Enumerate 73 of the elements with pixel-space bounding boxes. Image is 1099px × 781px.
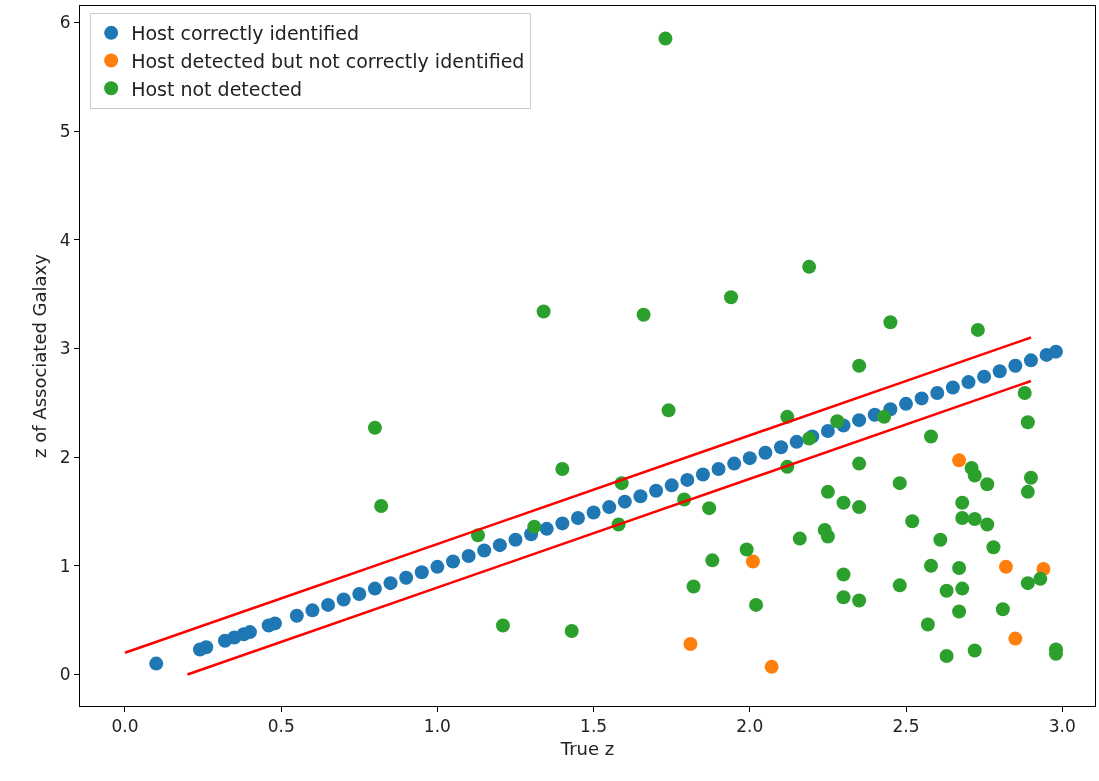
point — [998, 559, 1013, 574]
point — [199, 640, 214, 655]
point — [149, 656, 164, 671]
y-tick-label: 3 — [59, 338, 71, 359]
point — [727, 456, 742, 471]
point — [1008, 631, 1023, 646]
point — [321, 597, 336, 612]
point — [367, 581, 382, 596]
point — [570, 510, 585, 525]
legend-label: Host detected but not correctly identified — [131, 49, 525, 72]
y-tick-label: 0 — [59, 664, 71, 685]
point — [695, 467, 710, 482]
point — [1008, 358, 1023, 373]
point — [477, 543, 492, 558]
point — [414, 565, 429, 580]
point — [352, 587, 367, 602]
point — [820, 424, 835, 438]
point — [617, 494, 632, 509]
x-tick-label: 0.0 — [111, 716, 139, 737]
y-axis-title: z of Associated Galaxy — [28, 253, 50, 458]
x-tick-label: 2.0 — [736, 716, 764, 737]
point — [586, 505, 601, 520]
point — [508, 532, 523, 547]
point — [539, 521, 554, 536]
point — [649, 483, 664, 498]
point — [446, 554, 461, 569]
point — [852, 413, 867, 428]
point — [742, 451, 757, 466]
point — [461, 549, 476, 563]
point — [289, 608, 304, 623]
point — [664, 478, 679, 493]
point — [914, 391, 929, 406]
point — [242, 625, 257, 640]
point — [945, 380, 960, 395]
point — [602, 500, 617, 515]
y-tick-label: 1 — [59, 555, 71, 576]
x-tick-label: 0.5 — [267, 716, 295, 737]
point — [399, 570, 414, 585]
x-tick-label: 2.5 — [892, 716, 920, 737]
point — [952, 453, 967, 468]
point — [745, 554, 760, 569]
point — [764, 659, 779, 674]
y-tick-label: 5 — [59, 120, 71, 141]
x-tick-label: 1.0 — [423, 716, 451, 737]
point — [555, 516, 570, 531]
point — [977, 369, 992, 384]
point — [683, 637, 698, 652]
point — [267, 616, 282, 631]
point — [633, 489, 648, 504]
point — [1023, 353, 1038, 368]
point — [961, 375, 976, 390]
legend-label: Host not detected — [131, 77, 303, 100]
y-tick-label: 2 — [59, 447, 71, 468]
point — [930, 385, 945, 400]
legend-label: Host correctly identified — [131, 22, 360, 45]
x-axis-title: True z — [559, 737, 615, 759]
point — [1048, 344, 1063, 359]
y-tick-label: 6 — [59, 12, 71, 33]
point — [492, 538, 507, 553]
y-tick-label: 4 — [59, 229, 71, 250]
point — [899, 396, 913, 411]
point — [383, 576, 398, 591]
point — [305, 603, 320, 618]
point — [336, 592, 351, 607]
point — [758, 445, 773, 460]
point — [430, 559, 445, 574]
point — [992, 364, 1007, 379]
point — [789, 434, 804, 449]
x-tick-label: 1.5 — [580, 716, 608, 737]
point — [711, 462, 726, 477]
x-tick-label: 3.0 — [1048, 716, 1076, 737]
point — [774, 440, 789, 455]
point — [680, 472, 695, 487]
